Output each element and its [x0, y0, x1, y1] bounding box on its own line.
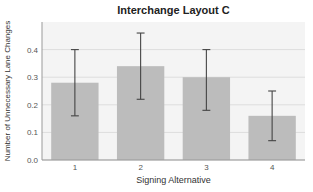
x-tick-label: 2	[138, 163, 143, 172]
x-tick-label: 3	[204, 163, 209, 172]
grid-line	[42, 77, 305, 78]
grid-line	[42, 160, 305, 161]
error-bar	[137, 33, 145, 99]
error-cap	[137, 99, 145, 100]
error-stem	[140, 33, 141, 99]
y-tick-label: 0.0	[27, 156, 39, 165]
y-axis-label: Number of Unnecessary Lane Changes	[3, 21, 12, 162]
plot-area	[42, 22, 305, 160]
y-axis	[42, 22, 43, 160]
x-axis	[42, 160, 305, 161]
error-cap	[268, 140, 276, 141]
error-cap	[268, 90, 276, 91]
grid-line	[42, 49, 305, 50]
error-cap	[202, 49, 210, 50]
x-axis-label: Signing Alternative	[136, 175, 211, 185]
error-cap	[71, 49, 79, 50]
error-bar	[202, 50, 210, 111]
marks	[51, 33, 296, 160]
y-tick-label: 0.2	[27, 101, 39, 110]
y-tick-label: 0.1	[27, 128, 39, 137]
error-stem	[206, 50, 207, 111]
error-cap	[137, 32, 145, 33]
title: Interchange Layout C	[117, 4, 230, 16]
error-cap	[71, 115, 79, 116]
error-stem	[272, 91, 273, 141]
y-tick-label: 0.4	[27, 46, 39, 55]
x-tick-label: 4	[270, 163, 275, 172]
chart: 0.0 0.1 0.2 0.3 0.4 1 2 3 4 Interchange Layout C S…	[0, 0, 313, 192]
error-cap	[202, 110, 210, 111]
error-stem	[74, 50, 75, 116]
y-tick-label: 0.3	[27, 73, 39, 82]
error-bar	[268, 91, 276, 141]
x-tick-label: 1	[73, 163, 78, 172]
error-bar	[71, 50, 79, 116]
